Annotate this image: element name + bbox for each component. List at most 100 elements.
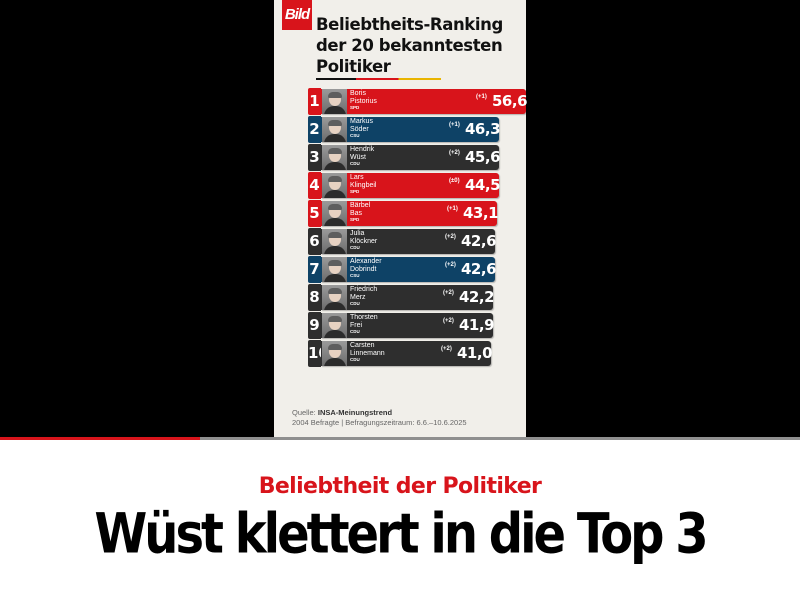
party-label: CDU [350,357,360,362]
rank-change: (+2) [445,262,456,268]
rank-number: 9 [308,312,321,339]
last-name: Dobrindt [350,265,377,273]
first-name: Boris [350,90,366,97]
politician-name: Lars Klingbeil SPD [350,174,440,195]
score-bar [321,173,499,198]
rank-change: (+2) [443,318,454,324]
party-label: SPD [350,217,360,222]
video-progress-bar[interactable] [0,437,800,440]
ranking-row: 4 Lars Klingbeil SPD (±0) 44,5 [308,172,501,199]
ranking-row: 2 Markus Söder CSU (+1) 46,3 [308,116,501,143]
last-name: Bas [350,209,363,217]
first-name: Julia [350,230,365,237]
first-name: Friedrich [350,286,378,293]
source-label: Quelle: [292,408,316,417]
ranking-row: 8 Friedrich Merz CDU (+2) 42,2 [308,284,495,311]
rank-number: 3 [308,144,321,171]
politician-name: Julia Klöckner CDU [350,230,440,251]
score-value: 46,3 [465,120,501,138]
politician-name: Alexander Dobrindt CSU [350,258,440,279]
party-label: CSU [350,133,360,138]
party-label: CDU [350,301,360,306]
bild-logo: Bild [282,0,312,30]
party-label: SPD [350,105,360,110]
rank-number: 4 [308,172,321,199]
score-value: 44,5 [465,176,501,194]
article-headline[interactable]: Wüst klettert in die Top 3 [94,501,708,567]
source-details: 2004 Befragte | Befragungszeitraum: 6.6.… [292,418,467,427]
politician-name: Hendrik Wüst CDU [350,146,440,167]
ranking-row: 6 Julia Klöckner CDU (+2) 42,6 [308,228,497,255]
politician-photo [322,313,347,338]
last-name: Merz [350,293,366,301]
politician-photo [322,229,347,254]
rank-number: 7 [308,256,321,283]
rank-number: 2 [308,116,321,143]
score-bar [321,117,499,142]
first-name: Hendrik [350,146,375,153]
party-label: CDU [350,329,360,334]
score-bar [321,257,495,282]
rank-number: 6 [308,228,321,255]
rank-change: (+2) [445,234,456,240]
rank-number: 5 [308,200,321,227]
politician-name: Carsten Linnemann CDU [350,342,440,363]
ranking-row: 10 Carsten Linnemann CDU (+2) 41,0 [308,340,493,367]
score-value: 45,6 [465,148,501,166]
source-name: INSA-Meinungstrend [317,408,393,417]
politician-photo [322,173,347,198]
first-name: Alexander [350,258,382,265]
score-value: 56,6 [492,92,528,110]
rank-change: (+2) [443,290,454,296]
score-bar [321,285,493,310]
last-name: Linnemann [350,349,385,357]
politician-name: Markus Söder CSU [350,118,440,139]
politician-photo [322,285,347,310]
last-name: Wüst [350,153,366,161]
score-bar [321,229,495,254]
title-underline [316,78,441,80]
score-value: 42,2 [459,288,495,306]
ranking-row: 9 Thorsten Frei CDU (+2) 41,9 [308,312,495,339]
politician-name: Friedrich Merz CDU [350,286,440,307]
score-value: 42,6 [461,260,497,278]
score-bar [321,313,493,338]
rank-change: (+1) [447,206,458,212]
source-note: Quelle: INSA-Meinungstrend 2004 Befragte… [292,408,522,428]
article-kicker: Beliebtheit der Politiker [258,474,542,499]
first-name: Bärbel [350,202,371,209]
politician-photo [322,201,347,226]
politician-photo [322,117,347,142]
ranking-row: 5 Bärbel Bas SPD (+1) 43,1 [308,200,499,227]
first-name: Markus [350,118,373,125]
party-label: CDU [350,245,360,250]
party-label: SPD [350,189,360,194]
politician-photo [322,257,347,282]
rank-change: (+2) [449,150,460,156]
rank-change: (+1) [449,122,460,128]
last-name: Klöckner [350,237,378,245]
video-player[interactable]: Bild Beliebtheits-Ranking der 20 bekannt… [0,0,800,440]
party-label: CDU [350,161,360,166]
rank-change: (+2) [441,346,452,352]
party-label: CSU [350,273,360,278]
last-name: Klingbeil [350,181,377,189]
ranking-graphic: Bild Beliebtheits-Ranking der 20 bekannt… [274,0,528,440]
politician-photo [322,89,347,114]
video-progress-fill [0,437,200,440]
rank-number: 1 [308,88,321,115]
score-bar [321,145,499,170]
ranking-row: 7 Alexander Dobrindt CSU (+2) 42,6 [308,256,497,283]
politician-name: Boris Pistorius SPD [350,90,440,111]
rank-change: (±0) [449,178,460,184]
score-bar [321,89,526,114]
graphic-title: Beliebtheits-Ranking der 20 bekanntesten… [316,15,503,76]
score-bar [321,341,491,366]
politician-photo [322,145,347,170]
rank-number: 8 [308,284,321,311]
rank-number: 10 [308,340,329,367]
ranking-row: 3 Hendrik Wüst CDU (+2) 45,6 [308,144,501,171]
last-name: Söder [350,125,369,133]
rank-change: (+1) [476,94,487,100]
score-value: 42,6 [461,232,497,250]
